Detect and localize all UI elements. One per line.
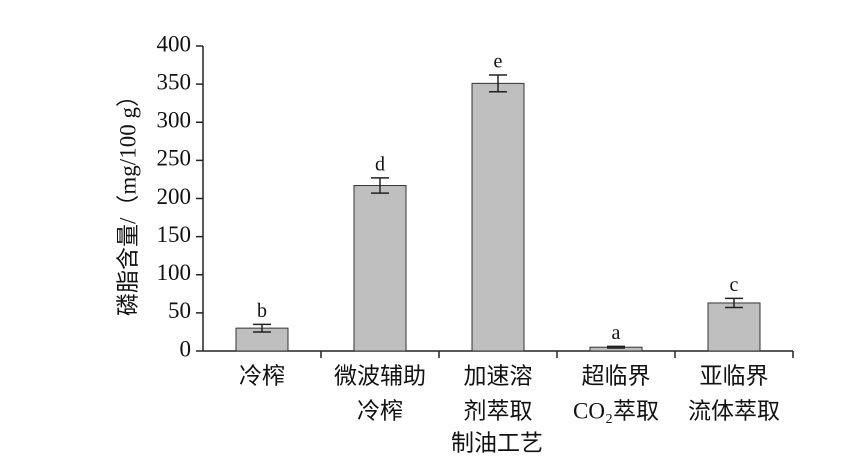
y-tick-label: 50	[168, 298, 191, 323]
x-tick-label: 剂萃取	[464, 398, 533, 423]
y-tick-label: 0	[180, 336, 192, 361]
x-tick-label: 流体萃取	[688, 398, 780, 423]
significance-label: c	[730, 274, 739, 296]
significance-label: e	[494, 51, 503, 73]
x-tick-label: 超临界	[582, 363, 651, 388]
significance-label: a	[612, 322, 621, 344]
x-tick-label: 冷榨	[357, 398, 403, 423]
y-tick-label: 200	[157, 184, 192, 209]
y-tick-label: 100	[157, 260, 192, 285]
bar	[471, 82, 525, 352]
y-tick-label: 300	[157, 108, 192, 133]
y-axis-label: 磷脂含量/（mg/100 g）	[115, 84, 140, 316]
y-tick-label: 150	[157, 222, 192, 247]
bar	[707, 302, 761, 352]
x-tick-label: CO₂萃取	[573, 398, 659, 423]
x-tick-label: 冷榨	[239, 363, 285, 388]
x-tick-label: 加速溶	[464, 363, 533, 388]
significance-label: d	[375, 154, 385, 176]
x-tick-label: 微波辅助	[334, 363, 426, 388]
x-tick-label: 亚临界	[700, 363, 769, 388]
y-tick-label: 400	[157, 31, 192, 56]
y-tick-label: 250	[157, 146, 192, 171]
significance-label: b	[257, 300, 267, 322]
y-tick-label: 350	[157, 69, 192, 94]
bar	[353, 185, 407, 352]
x-axis-label: 制油工艺	[451, 430, 543, 455]
